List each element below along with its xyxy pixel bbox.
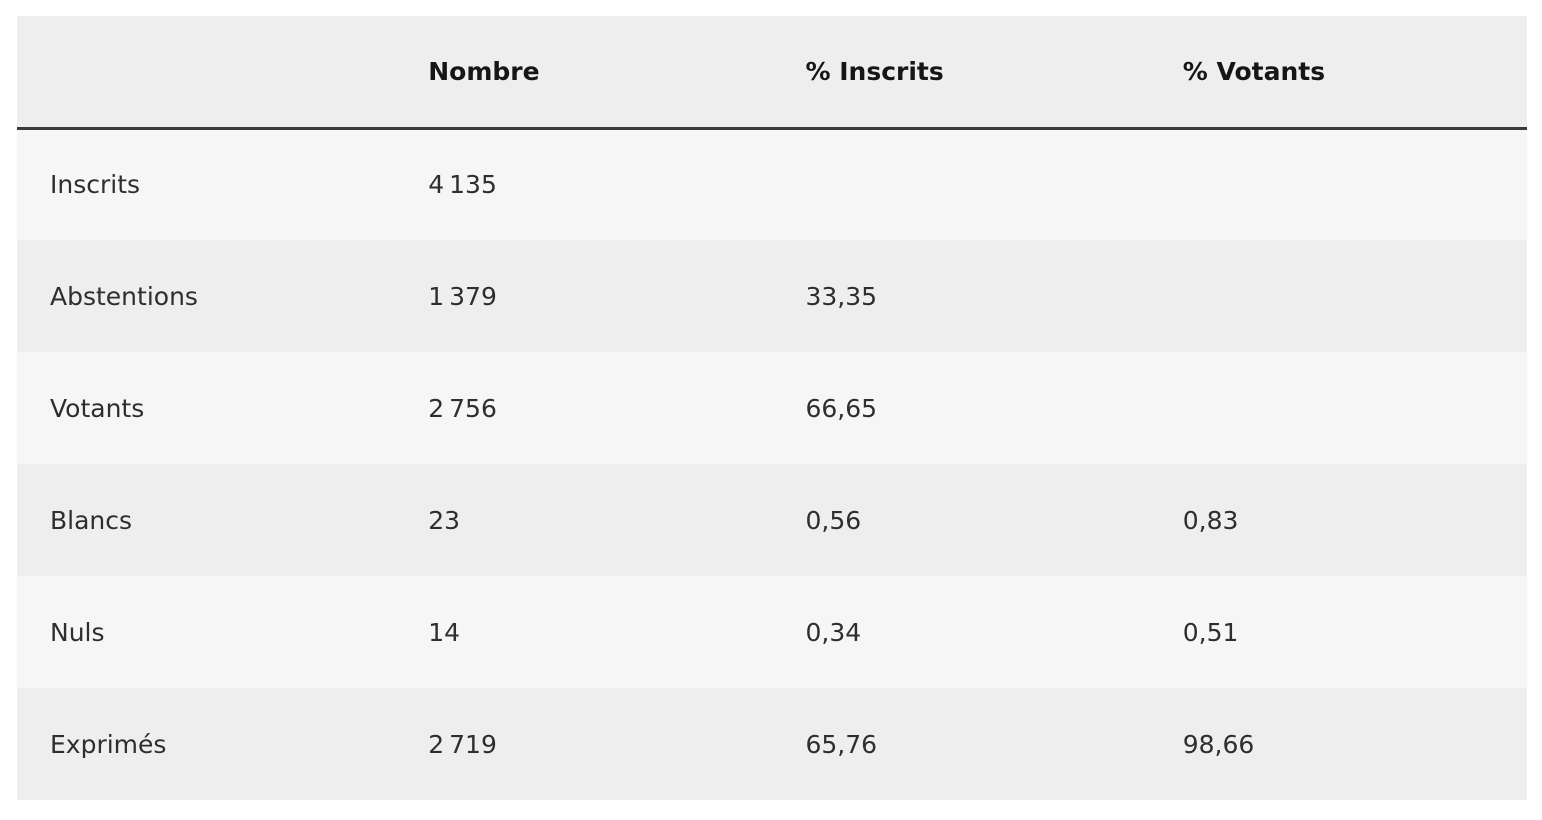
empty-cell: [1150, 128, 1527, 240]
empty-cell: [772, 128, 1149, 240]
value-cell: 0,34: [805, 617, 862, 647]
row-label: Blancs: [50, 505, 133, 535]
value-cell: 2 756: [428, 393, 497, 423]
value-cell: 33,35: [805, 281, 878, 311]
row-label: Exprimés: [50, 729, 167, 759]
value-cell: 66,65: [805, 393, 878, 423]
row-label: Nuls: [50, 617, 105, 647]
row-label: Votants: [50, 393, 145, 423]
empty-cell: [1150, 352, 1527, 464]
header-cell: Nombre: [428, 56, 540, 86]
value-cell: 14: [428, 617, 461, 647]
value-cell: 2 719: [428, 729, 497, 759]
header-cell: [17, 16, 395, 128]
table-row: Votants 2 756 66,65: [17, 352, 1527, 464]
table-row: Abstentions 1 379 33,35: [17, 240, 1527, 352]
header-cell: % Inscrits: [805, 56, 944, 86]
table-header: Nombre % Inscrits % Votants: [17, 16, 1527, 128]
value-cell: 23: [428, 505, 461, 535]
value-cell: 4 135: [428, 170, 497, 200]
table-body: Inscrits 4 135 Abstentions 1 379 33,35 Votant…: [17, 128, 1527, 800]
value-cell: 0,83: [1182, 505, 1239, 535]
table-row: Nuls 14 0,34 0,51: [17, 576, 1527, 688]
value-cell: 0,56: [805, 505, 862, 535]
value-cell: 98,66: [1182, 729, 1255, 759]
value-cell: 0,51: [1182, 617, 1239, 647]
table-row: Inscrits 4 135: [17, 128, 1527, 240]
row-label: Abstentions: [50, 281, 198, 311]
table-row: Exprimés 2 719 65,76 98,66: [17, 688, 1527, 800]
value-cell: 65,76: [805, 729, 878, 759]
value-cell: 1 379: [428, 281, 497, 311]
table-row: Blancs 23 0,56 0,83: [17, 464, 1527, 576]
header-row: Nombre % Inscrits % Votants: [17, 16, 1527, 128]
empty-cell: [1150, 240, 1527, 352]
row-label: Inscrits: [50, 170, 141, 200]
results-table: Nombre % Inscrits % Votants Inscrits 4 135 A…: [17, 16, 1527, 800]
header-cell: % Votants: [1182, 56, 1326, 86]
